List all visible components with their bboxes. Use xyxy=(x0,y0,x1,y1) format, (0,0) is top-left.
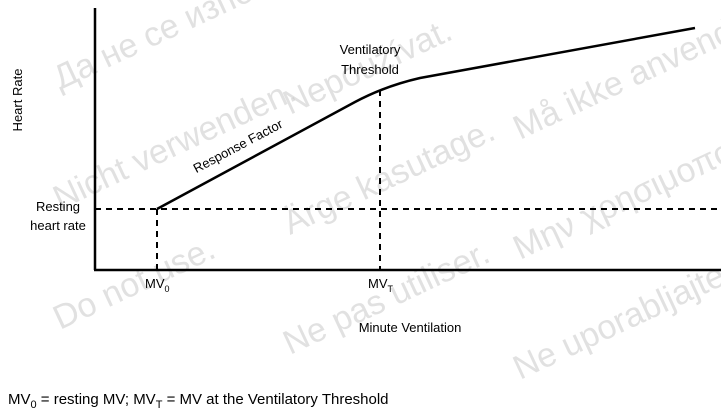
watermark-text: Ne uporabljajte. xyxy=(507,252,721,387)
watermark-text: Ne pas utiliser. xyxy=(277,234,495,363)
caption-text: MV xyxy=(8,391,31,408)
caption-text: MV xyxy=(133,391,156,408)
resting-label: heart rate xyxy=(30,218,86,233)
watermark-text: Ärge kasutage. xyxy=(277,111,500,242)
threshold-label: Ventilatory xyxy=(340,42,401,57)
resting-label: Resting xyxy=(36,199,80,214)
caption: MV0 = resting MV; MVT = MV at the Ventil… xyxy=(8,391,389,411)
watermark-text: Do not use. xyxy=(47,229,221,337)
mvt-label: MVT xyxy=(368,276,394,294)
caption-text: = resting MV; xyxy=(37,391,134,408)
mv0-label: MV0 xyxy=(145,276,170,294)
caption-text: = MV at the Ventilatory Threshold xyxy=(162,391,388,408)
caption-sub: 0 xyxy=(31,399,37,411)
x-axis-label: Minute Ventilation xyxy=(359,320,462,335)
y-axis-label: Heart Rate xyxy=(10,69,25,132)
threshold-label: Threshold xyxy=(341,62,399,77)
heart-rate-curve xyxy=(156,26,696,211)
watermark-text: Nicht verwenden. xyxy=(47,72,301,217)
watermark-text: Må ikke anvendes. xyxy=(507,0,721,147)
caption-sub: T xyxy=(156,399,163,411)
